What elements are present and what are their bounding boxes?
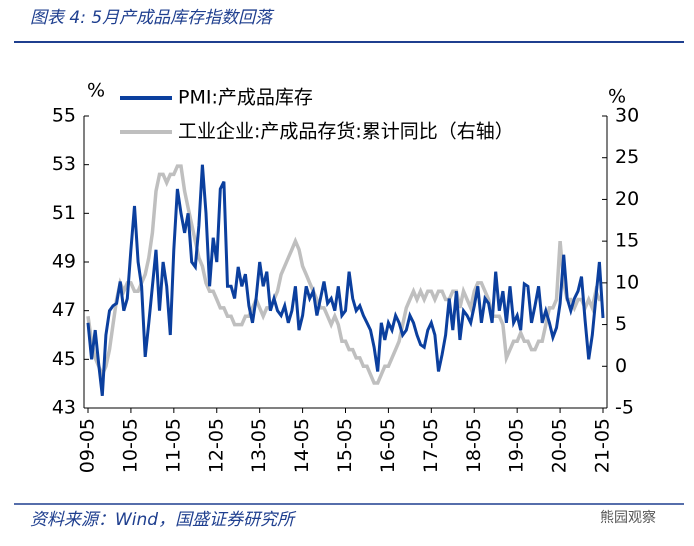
watermark: 熊园观察 xyxy=(600,509,656,526)
x-tick-label: 09-05 xyxy=(77,418,99,473)
y-tick-label: 47 xyxy=(52,299,76,321)
y-tick-label: 53 xyxy=(52,153,76,175)
x-tick-label: 16-05 xyxy=(377,418,399,473)
legend-label: PMI:产成品库存 xyxy=(178,87,313,109)
x-tick-label: 11-05 xyxy=(162,418,184,473)
y2-tick-label: -5 xyxy=(615,397,634,419)
y2-tick-label: 5 xyxy=(615,313,627,335)
x-tick-label: 12-05 xyxy=(205,418,227,473)
x-tick-label: 17-05 xyxy=(420,418,442,473)
y-tick-label: 45 xyxy=(52,348,76,370)
y-tick-label: 43 xyxy=(52,397,76,419)
y2-tick-label: 0 xyxy=(615,355,627,377)
y2-tick-label: 20 xyxy=(615,188,639,210)
page-title: 图表 4: 5月产成品库存指数回落 xyxy=(30,8,275,28)
series-line xyxy=(86,164,605,396)
x-tick-label: 20-05 xyxy=(549,418,571,473)
y2-tick-label: 25 xyxy=(615,146,639,168)
y2-unit: % xyxy=(608,86,626,108)
y-tick-label: 55 xyxy=(52,105,76,127)
x-tick-label: 19-05 xyxy=(506,418,528,473)
x-tick-label: 15-05 xyxy=(334,418,356,473)
x-tick-label: 10-05 xyxy=(119,418,141,473)
y2-tick-label: 10 xyxy=(615,271,639,293)
x-tick-label: 13-05 xyxy=(248,418,270,473)
y-tick-label: 51 xyxy=(52,202,76,224)
source-note: 资料来源：Wind，国盛证券研究所 xyxy=(30,510,297,530)
y2-tick-label: 15 xyxy=(615,230,639,252)
series-line xyxy=(86,164,603,385)
x-tick-label: 18-05 xyxy=(463,418,485,473)
x-tick-label: 14-05 xyxy=(291,418,313,473)
y-unit: % xyxy=(87,80,105,102)
y-tick-label: 49 xyxy=(52,251,76,273)
legend-label: 工业企业:产成品存货:累计同比（右轴） xyxy=(178,121,514,143)
y2-tick-label: 30 xyxy=(615,105,639,127)
x-tick-label: 21-05 xyxy=(592,418,614,473)
